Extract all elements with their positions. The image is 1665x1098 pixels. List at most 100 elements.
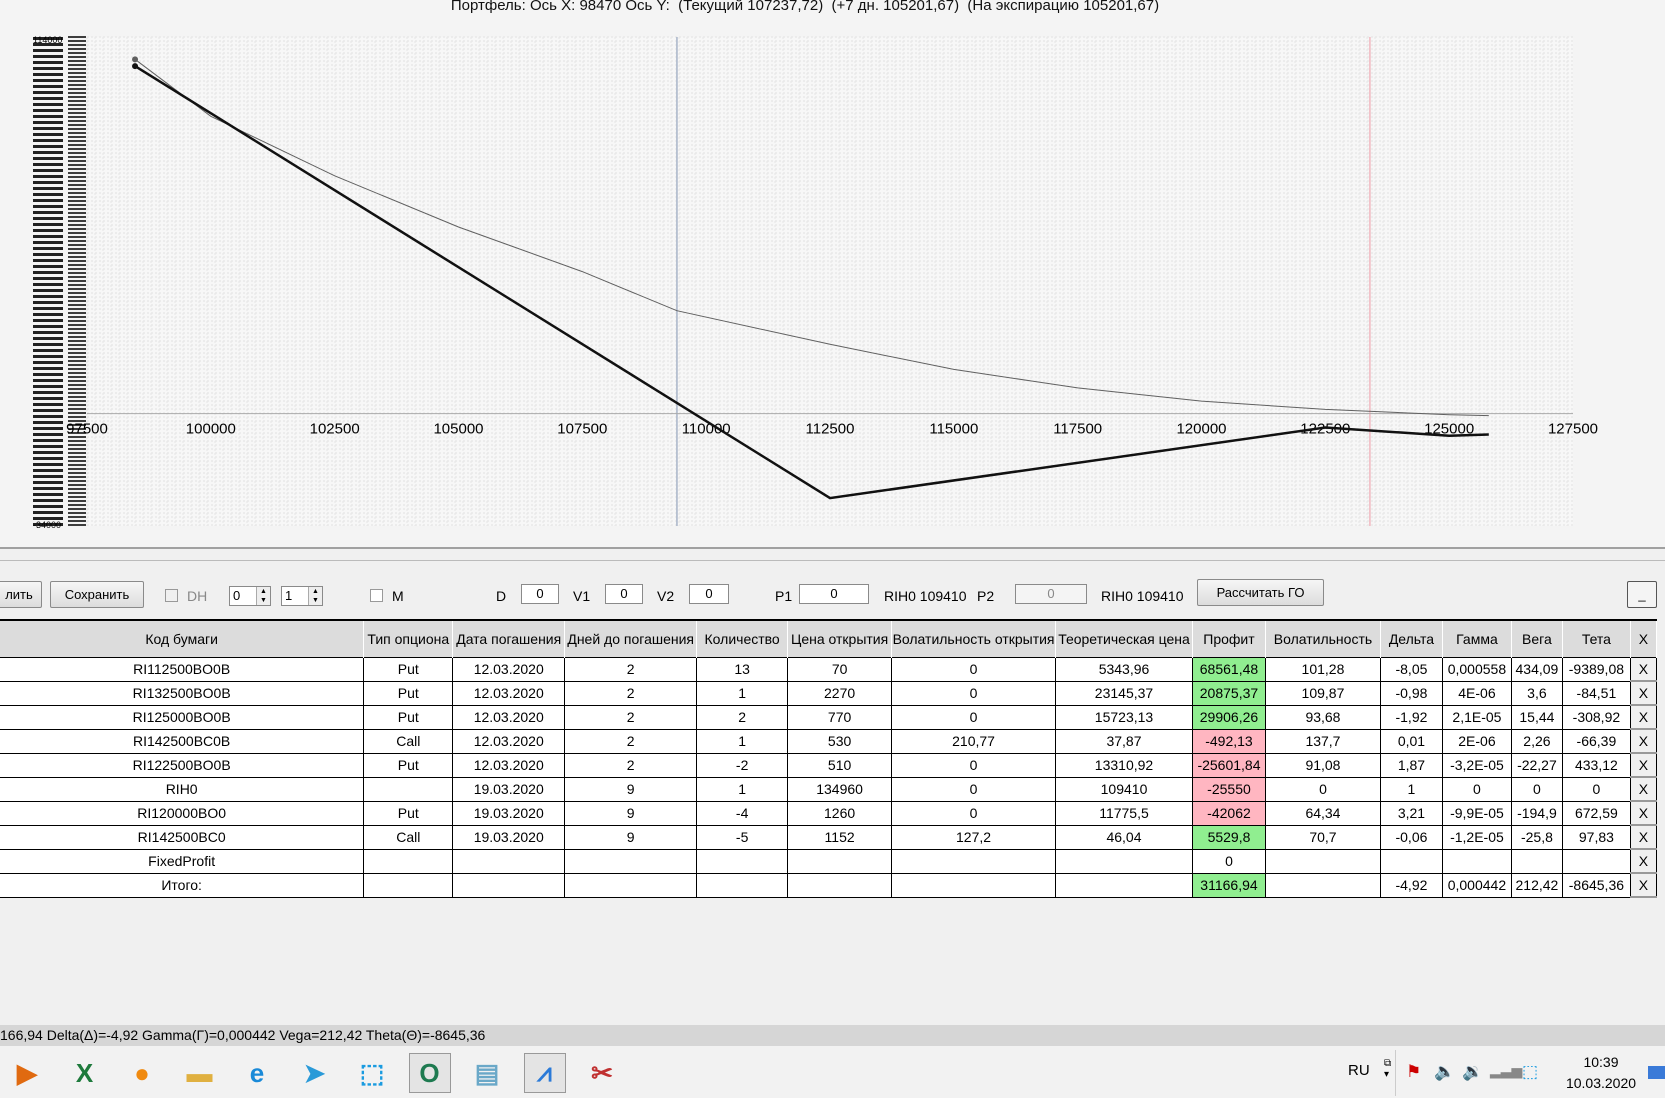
file-explorer-icon[interactable]: ▬ bbox=[186, 1057, 213, 1088]
remove-row-button[interactable]: X bbox=[1630, 776, 1658, 802]
y-tick-label-stack bbox=[33, 445, 63, 448]
options-app-icon[interactable]: ⩘ bbox=[523, 1053, 566, 1093]
column-header[interactable]: Дельта bbox=[1380, 621, 1443, 657]
table-cell: -25550 bbox=[1192, 776, 1266, 802]
clock[interactable]: 10:39 10.03.2020 bbox=[1556, 1052, 1646, 1094]
media-player-icon[interactable]: ▶ bbox=[17, 1057, 37, 1088]
y-tick-label-stack bbox=[33, 79, 63, 82]
v2-input[interactable]: 0 bbox=[689, 584, 729, 604]
y-tick-label-stack bbox=[33, 43, 63, 46]
column-header[interactable]: Волатильность открытия bbox=[891, 621, 1057, 657]
table-row[interactable]: RI132500BO0B Put 12.03.2020 2 1 2270 0 23145,37… bbox=[0, 680, 1658, 706]
minimize-panel-button[interactable]: _ bbox=[1627, 581, 1657, 608]
p1-input[interactable]: 0 bbox=[799, 584, 869, 604]
table-cell: 15723,13 bbox=[1055, 704, 1193, 730]
gom-player-icon[interactable]: ● bbox=[134, 1057, 150, 1088]
column-header[interactable]: Профит bbox=[1192, 621, 1266, 657]
table-cell bbox=[1442, 848, 1512, 874]
table-cell: 12.03.2020 bbox=[452, 728, 566, 754]
remove-row-button[interactable]: X bbox=[1630, 752, 1658, 778]
table-row[interactable]: RI112500BO0B Put 12.03.2020 2 13 70 0 5343,96 68… bbox=[0, 656, 1658, 682]
column-header[interactable]: Код бумаги bbox=[0, 621, 365, 657]
column-header[interactable]: Тета bbox=[1562, 621, 1631, 657]
y-tick-label-stack bbox=[33, 343, 63, 346]
table-row[interactable]: RI142500BC0B Call 12.03.2020 2 1 530 210,77 37,… bbox=[0, 728, 1658, 754]
table-row[interactable]: RI142500BC0 Call 19.03.2020 9 -5 1152 127,2 46,… bbox=[0, 824, 1658, 850]
dh-checkbox[interactable] bbox=[165, 589, 178, 602]
table-row[interactable]: RI125000BO0B Put 12.03.2020 2 2 770 0 15723,13 2… bbox=[0, 704, 1658, 730]
d-input[interactable]: 0 bbox=[521, 584, 559, 604]
screenshot-tray-icon[interactable]: ⬚ bbox=[1522, 1062, 1539, 1081]
table-cell: 29906,26 bbox=[1192, 704, 1266, 730]
volume-icon[interactable]: 🔈 bbox=[1434, 1062, 1456, 1081]
y-tick-label-stack bbox=[33, 307, 63, 310]
column-header[interactable]: Тип опциона bbox=[363, 621, 454, 657]
y-tick-label-stack bbox=[33, 379, 63, 382]
language-indicator[interactable]: RU bbox=[1348, 1062, 1370, 1079]
y-tick-label-stack bbox=[33, 145, 63, 148]
remove-row-button[interactable]: X bbox=[1630, 848, 1658, 874]
spin-arrows-icon[interactable]: ▲ ▼ bbox=[308, 587, 322, 605]
remove-row-button[interactable]: X bbox=[1630, 872, 1658, 898]
column-header[interactable]: Дата погашения bbox=[452, 621, 566, 657]
quik-icon[interactable]: O bbox=[408, 1053, 451, 1093]
column-header[interactable]: Вега bbox=[1511, 621, 1563, 657]
table-row[interactable]: RI122500BO0B Put 12.03.2020 2 -2 510 0 13310,92… bbox=[0, 752, 1658, 778]
table-row[interactable]: FixedProfit 0 X bbox=[0, 848, 1658, 874]
y-tick-label-stack bbox=[33, 253, 63, 256]
speaker-icon[interactable]: 🔉 bbox=[1462, 1062, 1484, 1081]
column-header[interactable]: Цена открытия bbox=[787, 621, 893, 657]
y-tick-label-stack bbox=[33, 265, 63, 268]
show-desktop-button[interactable] bbox=[1648, 1066, 1665, 1079]
column-header[interactable]: Количество bbox=[696, 621, 789, 657]
y-tick-label-stack bbox=[33, 451, 63, 454]
restore-icon[interactable]: ⧉ ▾ bbox=[1384, 1058, 1392, 1080]
table-cell: Put bbox=[363, 800, 454, 826]
y-tick-label-stack bbox=[33, 523, 63, 526]
table-row[interactable]: RIH0 19.03.2020 9 1 134960 0 109410 -25550 0 1 0 0 0… bbox=[0, 776, 1658, 802]
action-center-flag-icon[interactable]: ⚑ bbox=[1406, 1062, 1422, 1081]
p2-input[interactable]: 0 bbox=[1015, 584, 1087, 604]
y-tick-label-stack bbox=[33, 373, 63, 376]
plot-background bbox=[87, 37, 1573, 526]
remove-row-button[interactable]: X bbox=[1630, 656, 1658, 682]
snipping-tool-icon[interactable]: ✂ bbox=[591, 1057, 613, 1088]
x-tick-label: 100000 bbox=[186, 421, 236, 438]
column-header[interactable]: Теоретическая цена bbox=[1055, 621, 1193, 657]
screenshot-tool-icon[interactable]: ⬚ bbox=[359, 1057, 385, 1088]
table-cell: 1,87 bbox=[1380, 752, 1443, 778]
internet-explorer-icon[interactable]: e bbox=[249, 1057, 265, 1088]
table-cell: 9 bbox=[564, 776, 698, 802]
save-button[interactable]: Сохранить bbox=[50, 581, 144, 608]
column-header[interactable]: Волатильность bbox=[1265, 621, 1381, 657]
y-tick-label-stack bbox=[33, 133, 63, 136]
table-cell: 1 bbox=[696, 776, 789, 802]
calculate-margin-button[interactable]: Рассчитать ГО bbox=[1197, 579, 1324, 606]
spin-arrows-icon[interactable]: ▲ ▼ bbox=[256, 587, 270, 605]
spin-input-1[interactable]: 0 ▲ ▼ bbox=[229, 586, 271, 606]
column-header[interactable]: Дней до погашения bbox=[564, 621, 698, 657]
table-row[interactable]: RI120000BO0 Put 19.03.2020 9 -4 1260 0 11775,5-… bbox=[0, 800, 1658, 826]
remove-row-button[interactable]: X bbox=[1630, 680, 1658, 706]
column-header[interactable]: X bbox=[1630, 621, 1658, 657]
remove-row-button[interactable]: X bbox=[1630, 800, 1658, 826]
remove-row-button[interactable]: X bbox=[1630, 704, 1658, 730]
column-header[interactable]: Гамма bbox=[1442, 621, 1512, 657]
excel-icon[interactable]: X bbox=[75, 1057, 94, 1088]
notepad-icon[interactable]: ▤ bbox=[474, 1057, 500, 1088]
spin-value: 0 bbox=[233, 588, 241, 603]
m-checkbox[interactable] bbox=[370, 589, 383, 602]
table-cell: 23145,37 bbox=[1055, 680, 1193, 706]
network-signal-icon[interactable]: ▂▃▅ bbox=[1490, 1062, 1523, 1078]
table-cell: 530 bbox=[787, 728, 893, 754]
delete-button[interactable]: лить bbox=[0, 581, 42, 608]
spin-input-2[interactable]: 1 ▲ ▼ bbox=[281, 586, 323, 606]
remove-row-button[interactable]: X bbox=[1630, 824, 1658, 850]
table-cell bbox=[1265, 872, 1381, 898]
telegram-icon[interactable]: ➤ bbox=[303, 1057, 326, 1088]
y-tick-label-stack bbox=[33, 55, 63, 58]
remove-row-button[interactable]: X bbox=[1630, 728, 1658, 754]
table-cell: 101,28 bbox=[1265, 656, 1381, 682]
v1-input[interactable]: 0 bbox=[605, 584, 643, 604]
table-row[interactable]: Итого: 31166,94 -4,92 0,000442 212,42 -8645,3… bbox=[0, 872, 1658, 898]
